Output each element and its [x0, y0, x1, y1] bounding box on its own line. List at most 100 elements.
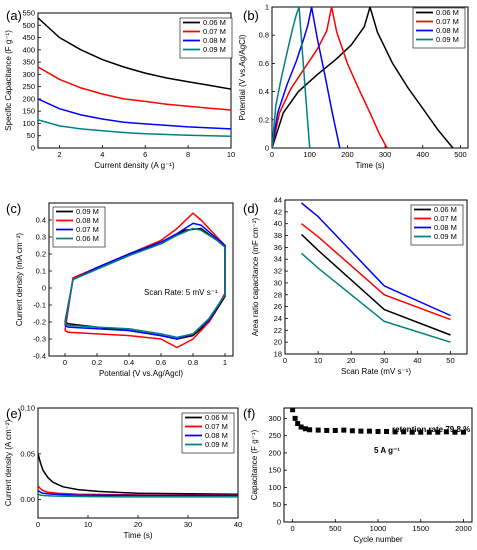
series-line	[38, 493, 238, 498]
y-tick-label: 300	[22, 70, 35, 79]
series-line	[38, 119, 231, 137]
x-tick-label: 50	[446, 356, 454, 365]
data-point	[384, 428, 390, 434]
x-tick-label: 40	[234, 520, 242, 529]
plot-area	[290, 408, 466, 435]
series-line	[38, 98, 231, 130]
y-tick-label: 22	[274, 326, 282, 335]
panel-3: (c) 0 0.2 0.4 0.6 0.8 1 -0.4 -0.3 -0.2 -0.1 0 0.1 0.2…	[6, 201, 234, 378]
series-line	[38, 453, 238, 495]
y-axis-label: Potential (V vs.Ag/AgCl)	[238, 34, 247, 120]
y-tick-label: 200	[22, 94, 35, 103]
data-point	[290, 408, 296, 413]
legend-entry: 0.06 M	[436, 8, 459, 17]
plot-area	[38, 453, 238, 498]
series-line	[301, 223, 451, 321]
x-tick-label: 400	[417, 150, 430, 159]
y-tick-label: 0.05	[20, 449, 35, 458]
y-tick-label: 150	[22, 107, 35, 116]
x-tick-label: 0	[36, 520, 40, 529]
x-tick-label: 0.4	[124, 358, 134, 367]
data-point	[435, 429, 441, 435]
y-tick-label: 200	[268, 448, 281, 457]
series-line	[301, 252, 451, 343]
y-tick-label: 150	[268, 466, 281, 475]
y-tick-label: 34	[274, 255, 282, 264]
y-tick-label: 0.8	[259, 31, 269, 40]
legend-entry: 0.08 M	[203, 36, 226, 45]
series-line	[300, 233, 451, 336]
x-tick-label: 4	[100, 150, 104, 159]
legend-entry: 0.09 M	[205, 440, 228, 449]
y-tick-label: 44	[274, 196, 282, 205]
x-tick-label: 0	[63, 358, 67, 367]
y-tick-label: 550	[22, 9, 35, 18]
y-tick-label: 500	[22, 21, 35, 30]
series-line	[272, 7, 454, 148]
y-tick-label: 50	[273, 500, 281, 509]
legend-entry: 0.08 M	[76, 216, 99, 225]
y-tick-label: 450	[22, 33, 35, 42]
y-tick-label: 0.3	[36, 233, 46, 242]
legend-entry: 0.08 M	[205, 431, 228, 440]
y-tick-label: 32	[274, 267, 282, 276]
legend-entry: 0.07 M	[205, 422, 228, 431]
y-tick-label: -0.1	[33, 301, 46, 310]
panel-2: (b) 0 100 200 300 400 500 0 0.2 0.4 0.6 0.8 1 Time (s…	[238, 3, 469, 170]
x-tick-label: 40	[413, 356, 421, 365]
x-tick-label: 10	[227, 150, 235, 159]
y-tick-label: 42	[274, 207, 282, 216]
y-tick-label: 0.10	[20, 404, 35, 413]
x-tick-label: 1	[223, 358, 227, 367]
data-point	[324, 427, 330, 433]
y-tick-label: 250	[268, 431, 281, 440]
panel-4: (d) 0 10 20 30 40 50 18 20 22 24 26 28 30 32 34 36 38 40 42…	[243, 196, 468, 376]
x-tick-label: 0.8	[188, 358, 198, 367]
data-point	[409, 429, 415, 435]
x-tick-label: 20	[347, 356, 355, 365]
data-point	[302, 426, 308, 432]
legend: 0.06 M0.07 M0.08 M0.09 M	[410, 204, 464, 246]
data-point	[292, 415, 298, 421]
panel-label: (b)	[243, 8, 259, 23]
x-tick-label: 10	[84, 520, 92, 529]
x-tick-label: 2000	[455, 524, 472, 533]
current-density-annotation: 5 A g⁻¹	[374, 446, 400, 455]
legend-box	[412, 7, 466, 49]
x-tick-label: 100	[303, 150, 316, 159]
y-tick-label: 38	[274, 231, 282, 240]
legend-entry: 0.09 M	[203, 45, 226, 54]
x-axis-label: Scan Rate (mV s⁻¹)	[341, 367, 411, 376]
data-point	[307, 427, 313, 433]
legend-entry: 0.07 M	[203, 27, 226, 36]
x-tick-label: 300	[379, 150, 392, 159]
y-tick-label: 50	[27, 131, 35, 140]
y-tick-label: -0.3	[33, 335, 46, 344]
y-axis-label: Area ratio capacitance (mF cm⁻²)	[251, 217, 260, 336]
plot-area	[64, 212, 226, 349]
series-line	[301, 202, 451, 317]
y-tick-label: 0.4	[259, 87, 269, 96]
y-tick-label: 36	[274, 243, 282, 252]
legend-entry: 0.07 M	[436, 17, 459, 26]
legend-entry: 0.06 M	[205, 413, 228, 422]
panel-label: (e)	[6, 406, 22, 421]
legend-entry: 0.06 M	[434, 205, 457, 214]
y-tick-label: -0.4	[33, 352, 46, 361]
y-tick-label: 1	[265, 3, 269, 12]
data-point	[401, 429, 407, 435]
legend-entry: 0.07 M	[76, 225, 99, 234]
y-tick-label: 30	[274, 278, 282, 287]
x-tick-label: 0	[290, 524, 294, 533]
x-tick-label: 1500	[412, 524, 429, 533]
y-tick-label: 100	[268, 483, 281, 492]
y-tick-label: -0.2	[33, 318, 46, 327]
y-tick-label: 350	[22, 58, 35, 67]
x-axis-label: Cycle number	[353, 535, 403, 544]
plot-area	[38, 17, 231, 137]
scan-rate-annotation: Scan Rate: 5 mV s⁻¹	[144, 288, 218, 297]
x-tick-label: 0	[270, 150, 274, 159]
x-tick-label: 6	[143, 150, 147, 159]
x-tick-label: 0.2	[92, 358, 102, 367]
